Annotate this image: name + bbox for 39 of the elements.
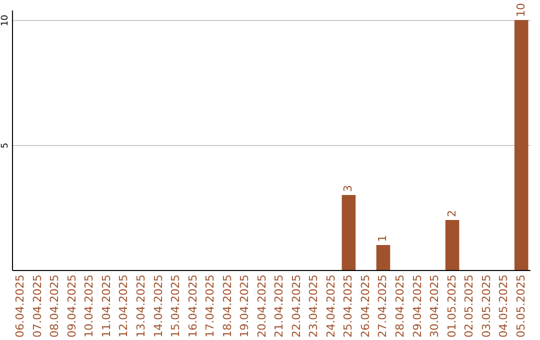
- data-label: 10: [514, 3, 528, 17]
- data-label: 2: [445, 210, 458, 217]
- bar: [514, 20, 528, 270]
- data-label: 3: [342, 185, 355, 192]
- x-tick-label: 08.04.2025: [48, 274, 62, 338]
- x-tick-label: 13.04.2025: [134, 274, 148, 338]
- x-tick-label: 02.05.2025: [462, 274, 476, 338]
- x-tick-label: 23.04.2025: [307, 274, 320, 338]
- x-tick-label: 11.04.2025: [100, 274, 113, 338]
- x-tick-label: 29.04.2025: [410, 274, 424, 338]
- bar: [342, 195, 356, 270]
- bar: [445, 220, 460, 270]
- x-tick-label: 16.04.2025: [186, 274, 200, 338]
- x-tick-label: 25.04.2025: [342, 274, 355, 338]
- y-tick-label: 5: [0, 142, 10, 148]
- x-tick-label: 06.04.2025: [14, 274, 27, 338]
- x-tick-label: 04.05.2025: [497, 274, 510, 338]
- x-tick-label: 17.04.2025: [204, 274, 217, 338]
- x-tick-label: 26.04.2025: [358, 274, 372, 338]
- x-tick-label: 03.05.2025: [480, 274, 493, 338]
- x-tick-label: 15.04.2025: [169, 274, 182, 338]
- bar: [376, 245, 390, 270]
- x-tick-label: 07.04.2025: [30, 274, 44, 338]
- x-tick-label: 18.04.2025: [220, 274, 234, 338]
- x-tick-label: 19.04.2025: [238, 274, 252, 338]
- x-tick-label: 01.05.2025: [445, 274, 458, 338]
- x-tick-label: 30.04.2025: [428, 274, 442, 338]
- x-tick-label: 27.04.2025: [376, 274, 390, 338]
- x-tick-label: 28.04.2025: [394, 274, 406, 338]
- x-tick-label: 20.04.2025: [255, 274, 268, 338]
- x-tick-label: 05.05.2025: [514, 274, 528, 338]
- x-tick-label: 12.04.2025: [117, 274, 130, 338]
- x-tick-label: 22.04.2025: [290, 274, 303, 338]
- x-tick-label: 09.04.2025: [65, 274, 78, 338]
- x-tick-label: 24.04.2025: [324, 274, 338, 338]
- x-tick-label: 21.04.2025: [272, 274, 286, 338]
- x-tick-label: 10.04.2025: [82, 274, 96, 338]
- data-label: 1: [376, 235, 390, 242]
- x-tick-label: 14.04.2025: [152, 274, 165, 338]
